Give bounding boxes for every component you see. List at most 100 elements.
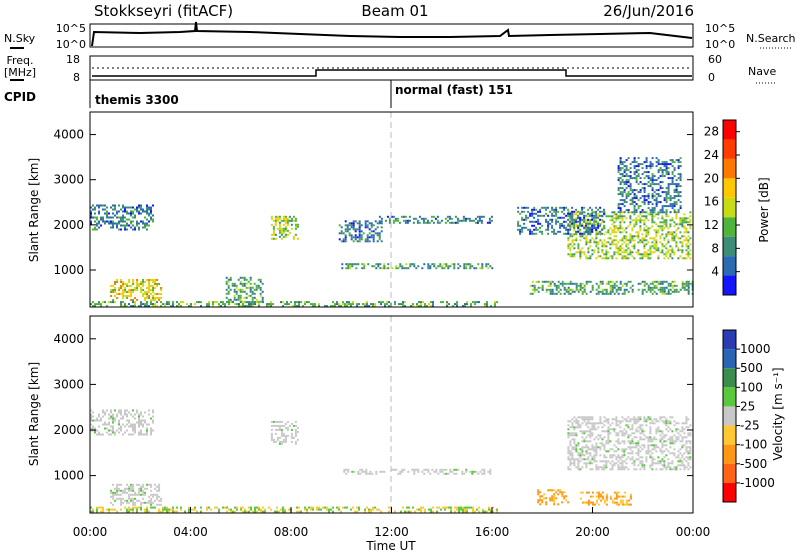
echo-cell bbox=[142, 489, 145, 492]
echo-cell bbox=[138, 419, 140, 422]
echo-cell bbox=[539, 208, 542, 211]
velocity-colorbar-label: Velocity [m s⁻¹] bbox=[771, 367, 785, 460]
echo-cell bbox=[531, 208, 534, 211]
echo-cell bbox=[220, 305, 222, 308]
echo-cell bbox=[176, 301, 178, 304]
echo-cell bbox=[651, 221, 654, 224]
echo-cell bbox=[573, 446, 576, 449]
echo-cell bbox=[607, 436, 610, 439]
echo-cell bbox=[625, 237, 628, 240]
echo-cell bbox=[286, 434, 289, 437]
echo-cell bbox=[254, 301, 256, 304]
echo-cell bbox=[601, 430, 604, 433]
echo-cell bbox=[637, 235, 640, 238]
echo-cell bbox=[222, 301, 224, 304]
echo-cell bbox=[98, 425, 100, 428]
echo-cell bbox=[140, 413, 142, 416]
colorbar-swatch bbox=[723, 482, 736, 502]
echo-cell bbox=[430, 301, 432, 304]
echo-cell bbox=[563, 212, 566, 215]
echo-cell bbox=[669, 416, 672, 419]
echo-cell bbox=[649, 290, 652, 293]
echo-cell bbox=[229, 278, 232, 281]
echo-cell bbox=[673, 175, 676, 178]
echo-cell bbox=[619, 167, 622, 170]
echo-cell bbox=[661, 161, 664, 164]
echo-cell bbox=[120, 501, 123, 504]
echo-cell bbox=[124, 431, 126, 434]
echo-cell bbox=[118, 289, 121, 291]
echo-cell bbox=[140, 305, 142, 308]
echo-cell bbox=[132, 283, 135, 285]
echo-cell bbox=[134, 497, 137, 500]
echo-cell bbox=[655, 165, 658, 168]
echo-cell bbox=[196, 510, 198, 513]
echo-cell bbox=[687, 464, 690, 467]
echo-cell bbox=[659, 450, 662, 453]
echo-cell bbox=[681, 438, 684, 441]
echo-cell bbox=[657, 288, 660, 291]
echo-cell bbox=[259, 280, 262, 283]
echo-cell bbox=[577, 251, 580, 254]
echo-cell bbox=[597, 222, 600, 225]
echo-cell bbox=[605, 282, 608, 285]
echo-cell bbox=[565, 495, 568, 498]
echo-cell bbox=[621, 466, 624, 469]
echo-cell bbox=[601, 219, 604, 222]
echo-cell bbox=[557, 220, 560, 223]
echo-cell bbox=[567, 228, 570, 231]
echo-cell bbox=[623, 454, 626, 457]
echo-cell bbox=[563, 497, 566, 500]
echo-cell bbox=[563, 288, 566, 291]
echo-cell bbox=[585, 243, 588, 246]
echo-cell bbox=[375, 470, 378, 473]
echo-cell bbox=[579, 228, 582, 231]
echo-cell bbox=[251, 290, 254, 293]
echo-cell bbox=[643, 434, 646, 437]
echo-cell bbox=[443, 468, 446, 471]
echo-cell bbox=[128, 487, 131, 490]
echo-cell bbox=[130, 289, 133, 291]
echo-cell bbox=[436, 506, 438, 509]
echo-cell bbox=[280, 237, 283, 240]
echo-cell bbox=[239, 296, 242, 299]
echo-cell bbox=[126, 491, 129, 494]
echo-cell bbox=[657, 247, 660, 250]
echo-cell bbox=[671, 257, 674, 260]
echo-cell bbox=[164, 303, 166, 306]
echo-cell bbox=[587, 462, 590, 465]
echo-cell bbox=[250, 301, 252, 304]
echo-cell bbox=[210, 508, 212, 511]
echo-cell bbox=[675, 191, 678, 194]
echo-cell bbox=[118, 409, 120, 412]
echo-cell bbox=[363, 263, 366, 266]
echo-cell bbox=[152, 415, 154, 418]
echo-cell bbox=[479, 470, 482, 473]
echo-cell bbox=[619, 422, 622, 425]
echo-cell bbox=[274, 440, 277, 443]
echo-cell bbox=[623, 434, 626, 437]
cpid-segment-1: themis 3300 bbox=[95, 93, 179, 107]
echo-cell bbox=[653, 179, 656, 182]
echo-cell bbox=[633, 235, 636, 238]
echo-cell bbox=[116, 413, 118, 416]
echo-cell bbox=[669, 440, 672, 443]
echo-cell bbox=[100, 216, 102, 219]
echo-cell bbox=[96, 419, 98, 422]
echo-cell bbox=[643, 177, 646, 180]
echo-cell bbox=[563, 220, 566, 223]
echo-cell bbox=[475, 470, 478, 473]
echo-cell bbox=[140, 301, 142, 304]
echo-cell bbox=[346, 301, 348, 304]
echo-cell bbox=[645, 239, 648, 242]
echo-cell bbox=[575, 213, 578, 216]
echo-cell bbox=[681, 235, 684, 238]
echo-cell bbox=[661, 292, 664, 295]
echo-cell bbox=[611, 229, 614, 232]
echo-cell bbox=[370, 236, 373, 239]
echo-cell bbox=[639, 219, 642, 222]
echo-cell bbox=[671, 430, 674, 433]
echo-cell bbox=[589, 416, 592, 419]
echo-cell bbox=[553, 497, 556, 500]
echo-cell bbox=[356, 303, 358, 306]
